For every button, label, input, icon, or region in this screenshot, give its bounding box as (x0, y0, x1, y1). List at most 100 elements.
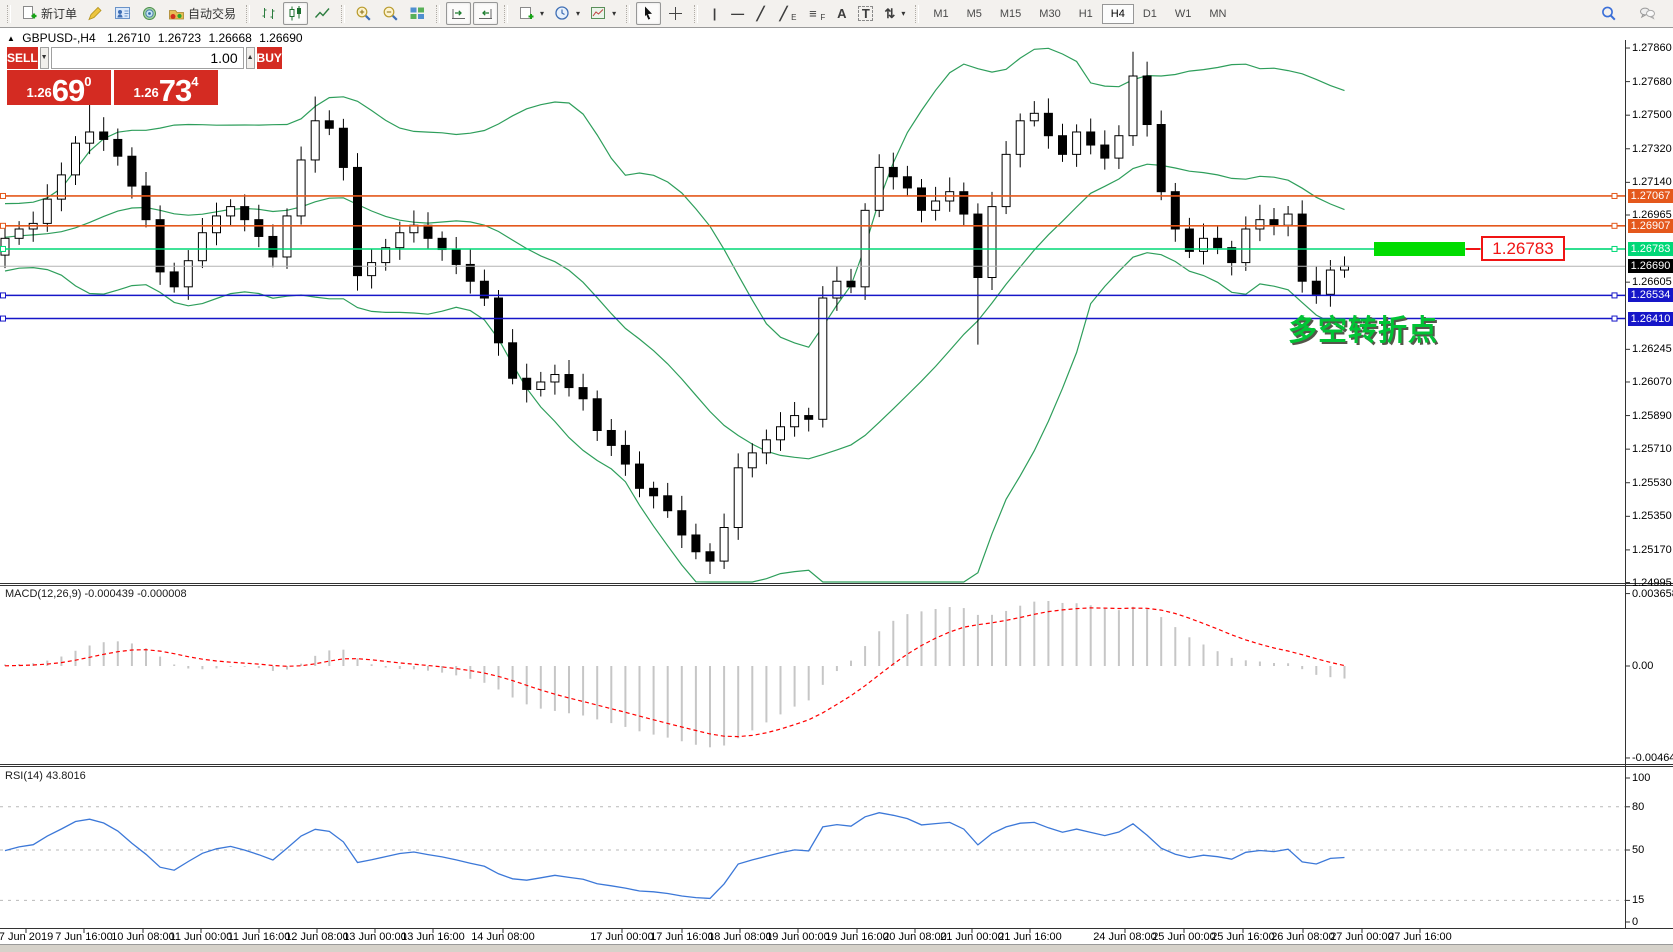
candle-bullish (776, 426, 785, 441)
timeframe-h1-button[interactable]: H1 (1078, 7, 1093, 20)
buy-price[interactable]: 1.26 73 4 (114, 70, 218, 106)
price-axis-badge: 1.26907 (1628, 218, 1673, 233)
timeframe-m1-button[interactable]: M1 (933, 7, 949, 20)
volume-decrease-button[interactable]: ▼ (39, 47, 49, 69)
bollinger-middle-band (4, 163, 1345, 460)
timeframe-h4-button[interactable]: H4 (1101, 3, 1134, 24)
volume-input[interactable] (50, 47, 244, 69)
candle-bearish (1170, 191, 1180, 230)
sell-button[interactable]: SELL (7, 47, 38, 69)
timeframe-m30-button[interactable]: M30 (1039, 7, 1061, 20)
periods-icon (554, 5, 571, 22)
price-callout[interactable]: 1.26783 (1481, 236, 1565, 261)
line-handle-right[interactable] (1611, 292, 1618, 299)
candle-bearish (127, 155, 137, 187)
candle-bullish (1283, 213, 1293, 226)
trendline-button[interactable]: ╱ (750, 3, 771, 24)
candle-bearish (1227, 247, 1237, 264)
candle-bullish (367, 262, 377, 277)
auto-scroll-button[interactable] (446, 2, 472, 25)
templates-button[interactable]: ▾ (586, 2, 620, 25)
timeframe-mn-button[interactable]: MN (1209, 7, 1227, 20)
bar-chart-button[interactable] (256, 2, 281, 25)
icon-subscript: E (791, 12, 797, 22)
candle-bearish (113, 138, 123, 157)
candle-bullish (747, 452, 757, 469)
candle-bullish (395, 232, 405, 249)
new-chart-button[interactable]: ▾ (514, 2, 548, 25)
metaeditor-button[interactable] (83, 2, 108, 25)
zoom-out-button[interactable] (378, 2, 403, 25)
fibonacci-button[interactable]: ≡ F (802, 3, 829, 25)
periods-button[interactable]: ▾ (550, 2, 584, 25)
dropdown-caret-icon: ▾ (901, 9, 906, 18)
chat-button[interactable] (1635, 2, 1660, 25)
symbol-period-label: GBPUSD-,H4 (22, 31, 96, 45)
candle-bullish (1001, 153, 1011, 208)
rsi-axis-label: 50 (1632, 844, 1645, 856)
line-handle-left[interactable] (0, 192, 6, 199)
tile-windows-button[interactable] (405, 2, 430, 25)
timeframe-w1-button[interactable]: W1 (1174, 7, 1192, 20)
candle-bullish (1241, 228, 1251, 264)
highlight-rectangle[interactable] (1374, 242, 1465, 256)
trendline-icon: ╱ (756, 6, 765, 21)
cursor-button[interactable] (636, 2, 662, 25)
buy-button[interactable]: BUY (256, 47, 282, 69)
crosshair-button[interactable] (663, 2, 688, 25)
candle-bullish (226, 206, 236, 217)
timeframe-m15-button[interactable]: M15 (999, 7, 1022, 20)
candle-bearish (268, 235, 278, 258)
macd-axis-label: 0.00 (1632, 660, 1654, 672)
collapse-arrow-icon[interactable]: ▲ (7, 34, 15, 43)
new-order-button[interactable]: 新订单 (17, 2, 81, 25)
rsi-axis-label: 100 (1632, 772, 1651, 784)
toolbar-grip (626, 4, 631, 23)
line-handle-left[interactable] (0, 222, 6, 229)
chart-shift-button[interactable] (473, 2, 499, 25)
candlestick-icon (287, 5, 304, 22)
search-button[interactable] (1596, 2, 1621, 25)
signals-button[interactable] (137, 2, 162, 25)
timeframe-m5-button[interactable]: M5 (966, 7, 982, 20)
text-label-button[interactable]: T (854, 3, 877, 24)
zoom-in-button[interactable] (351, 2, 376, 25)
volume-increase-button[interactable]: ▲ (245, 47, 255, 69)
sell-price[interactable]: 1.26 69 0 (7, 70, 111, 106)
rsi-axis-label: 80 (1632, 800, 1645, 813)
arrows-button[interactable]: ⇅ ▾ (879, 3, 909, 24)
line-handle-left[interactable] (0, 292, 6, 299)
candlestick-button[interactable] (283, 2, 309, 25)
line-handle-right[interactable] (1611, 245, 1618, 252)
toolbar-group (635, 0, 689, 27)
line-handle-right[interactable] (1611, 315, 1618, 322)
chinese-annotation[interactable]: 多空转折点 (1288, 315, 1439, 347)
zoom-in-icon (355, 5, 372, 22)
search-icon (1600, 5, 1617, 22)
line-chart-button[interactable] (310, 2, 335, 25)
horizontal-line-button[interactable]: — (727, 3, 748, 24)
time-axis-label: 20 Jun 08:00 (883, 931, 947, 943)
candle-bullish (874, 166, 884, 211)
vertical-line-button[interactable]: | (704, 3, 725, 24)
line-handle-left[interactable] (0, 245, 6, 252)
candle-bearish (1269, 219, 1279, 226)
equidistant-channel-button[interactable]: ╱ E (773, 3, 800, 25)
bar-chart-icon (260, 5, 277, 22)
sell-price-prefix: 1.26 (26, 85, 52, 100)
market-watch-button[interactable] (110, 2, 135, 25)
candle-bullish (1325, 269, 1335, 295)
autotrading-button[interactable]: 自动交易 (164, 2, 240, 25)
fibonacci-icon: ≡ (809, 6, 817, 21)
line-handle-right[interactable] (1611, 222, 1618, 229)
text-button[interactable]: A (831, 3, 852, 24)
price-axis-badge: 1.26410 (1628, 311, 1673, 326)
line-handle-right[interactable] (1611, 192, 1618, 199)
bollinger-upper-band (4, 47, 1345, 348)
candle-bearish (1043, 112, 1053, 137)
timeframe-d1-button[interactable]: D1 (1142, 7, 1157, 20)
price-axis-label: 1.25890 (1632, 409, 1672, 422)
candle-bullish (1340, 265, 1349, 271)
line-handle-left[interactable] (0, 315, 6, 322)
